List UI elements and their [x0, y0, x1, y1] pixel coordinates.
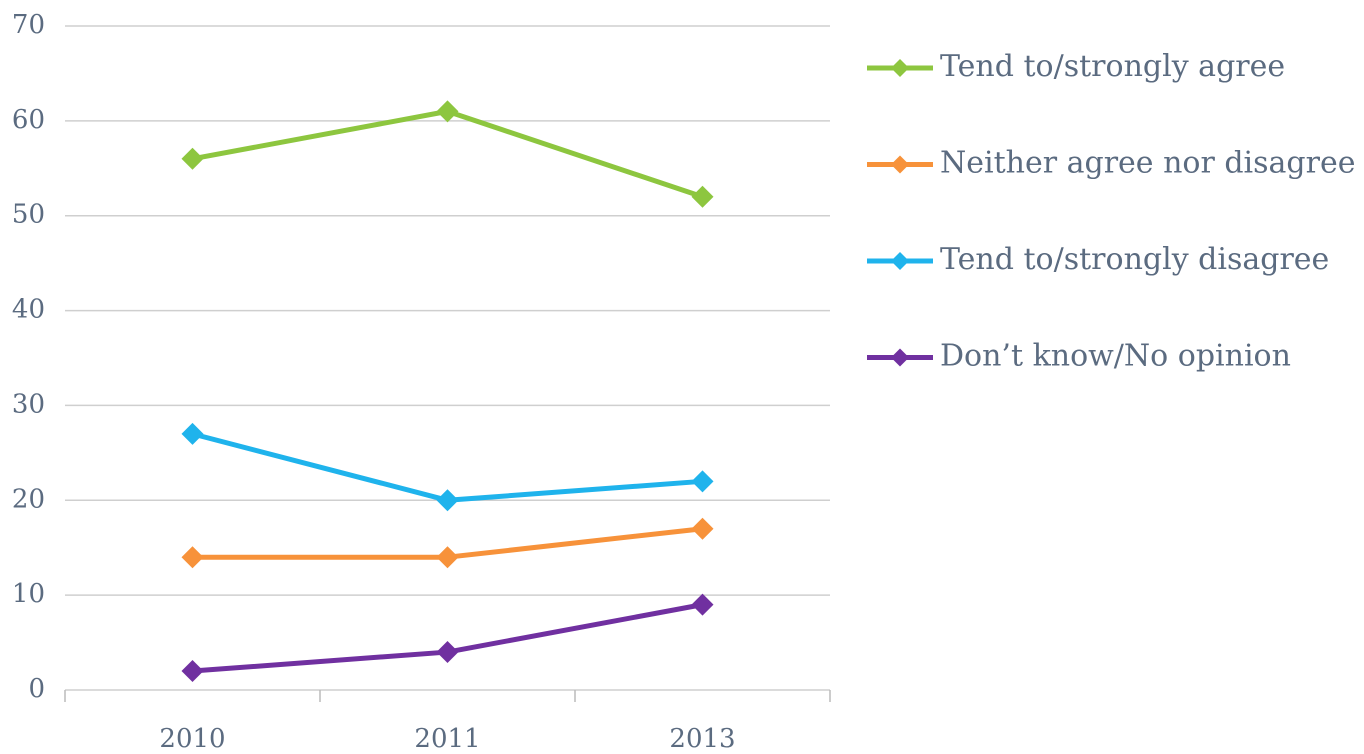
marker — [181, 546, 204, 569]
legend-marker — [891, 155, 909, 174]
marker — [436, 489, 459, 512]
y-tick-label: 40 — [12, 295, 45, 325]
legend-marker — [891, 252, 909, 270]
x-tick-label: 2013 — [669, 724, 735, 754]
legend-label: Tend to/strongly disagree — [940, 242, 1329, 277]
marker — [181, 422, 204, 445]
y-tick-label: 10 — [12, 579, 45, 609]
legend-marker — [891, 59, 909, 77]
y-tick-label: 0 — [28, 674, 45, 704]
legend-marker — [891, 348, 909, 367]
marker — [691, 593, 714, 616]
marker — [181, 147, 204, 170]
marker — [691, 470, 714, 493]
legend-label: Don’t know/No opinion — [940, 339, 1291, 374]
series-line — [192, 108, 704, 200]
legend-label: Neither agree nor disagree — [940, 146, 1355, 181]
legend-label: Tend to/strongly agree — [940, 49, 1285, 84]
y-tick-label: 20 — [12, 484, 45, 514]
marker — [181, 660, 204, 683]
marker — [436, 100, 459, 123]
x-tick-label: 2011 — [414, 724, 480, 754]
y-tick-label: 50 — [12, 200, 45, 230]
x-tick-label: 2010 — [159, 724, 225, 754]
y-tick-label: 70 — [12, 10, 45, 40]
marker — [436, 641, 459, 664]
marker — [436, 546, 459, 569]
marker — [691, 517, 714, 540]
y-tick-label: 30 — [12, 389, 45, 419]
y-tick-label: 60 — [12, 105, 45, 135]
marker — [691, 185, 714, 208]
